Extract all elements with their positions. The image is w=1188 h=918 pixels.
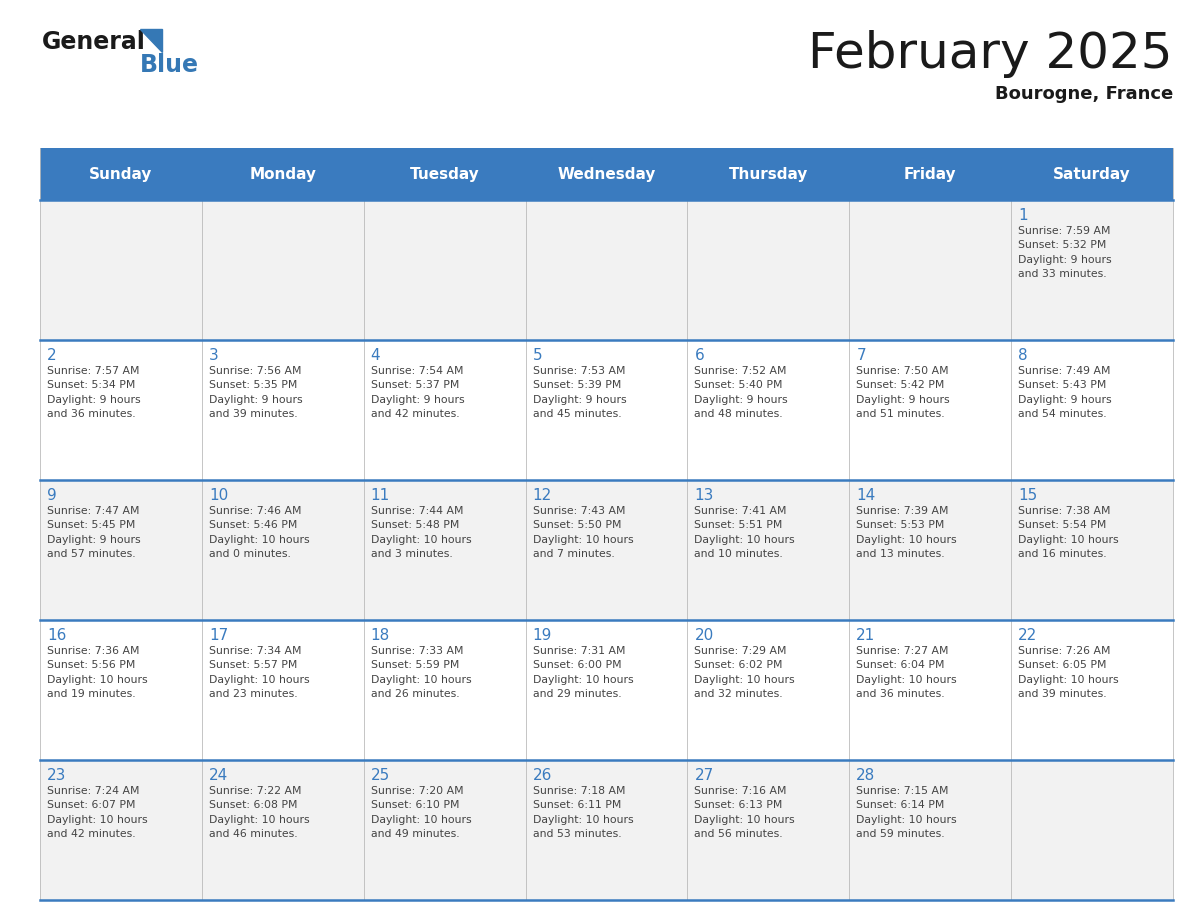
Text: Bourogne, France: Bourogne, France [994, 85, 1173, 103]
Text: Sunrise: 7:54 AM
Sunset: 5:37 PM
Daylight: 9 hours
and 42 minutes.: Sunrise: 7:54 AM Sunset: 5:37 PM Dayligh… [371, 366, 465, 420]
Bar [40, 148, 1173, 200]
Text: 2: 2 [48, 348, 57, 363]
Text: Sunrise: 7:34 AM
Sunset: 5:57 PM
Daylight: 10 hours
and 23 minutes.: Sunrise: 7:34 AM Sunset: 5:57 PM Dayligh… [209, 646, 310, 700]
Text: February 2025: February 2025 [809, 30, 1173, 78]
Text: Sunday: Sunday [89, 166, 152, 182]
Text: 15: 15 [1018, 488, 1037, 503]
Text: 20: 20 [695, 628, 714, 643]
Text: 13: 13 [695, 488, 714, 503]
Text: Sunrise: 7:43 AM
Sunset: 5:50 PM
Daylight: 10 hours
and 7 minutes.: Sunrise: 7:43 AM Sunset: 5:50 PM Dayligh… [532, 506, 633, 559]
Text: Sunrise: 7:27 AM
Sunset: 6:04 PM
Daylight: 10 hours
and 36 minutes.: Sunrise: 7:27 AM Sunset: 6:04 PM Dayligh… [857, 646, 956, 700]
Bar [40, 200, 1173, 340]
Text: 8: 8 [1018, 348, 1028, 363]
Text: Sunrise: 7:22 AM
Sunset: 6:08 PM
Daylight: 10 hours
and 46 minutes.: Sunrise: 7:22 AM Sunset: 6:08 PM Dayligh… [209, 786, 310, 839]
Text: 26: 26 [532, 768, 552, 783]
Text: 10: 10 [209, 488, 228, 503]
Text: Sunrise: 7:44 AM
Sunset: 5:48 PM
Daylight: 10 hours
and 3 minutes.: Sunrise: 7:44 AM Sunset: 5:48 PM Dayligh… [371, 506, 472, 559]
Text: Sunrise: 7:59 AM
Sunset: 5:32 PM
Daylight: 9 hours
and 33 minutes.: Sunrise: 7:59 AM Sunset: 5:32 PM Dayligh… [1018, 226, 1112, 279]
Text: 18: 18 [371, 628, 390, 643]
Text: Sunrise: 7:46 AM
Sunset: 5:46 PM
Daylight: 10 hours
and 0 minutes.: Sunrise: 7:46 AM Sunset: 5:46 PM Dayligh… [209, 506, 310, 559]
Text: 5: 5 [532, 348, 542, 363]
Text: Sunrise: 7:20 AM
Sunset: 6:10 PM
Daylight: 10 hours
and 49 minutes.: Sunrise: 7:20 AM Sunset: 6:10 PM Dayligh… [371, 786, 472, 839]
Text: 6: 6 [695, 348, 704, 363]
Text: Sunrise: 7:56 AM
Sunset: 5:35 PM
Daylight: 9 hours
and 39 minutes.: Sunrise: 7:56 AM Sunset: 5:35 PM Dayligh… [209, 366, 303, 420]
Text: Blue: Blue [140, 53, 200, 77]
Text: 12: 12 [532, 488, 551, 503]
Text: 1: 1 [1018, 208, 1028, 223]
Text: 9: 9 [48, 488, 57, 503]
Text: Saturday: Saturday [1054, 166, 1131, 182]
Text: 19: 19 [532, 628, 552, 643]
Text: Sunrise: 7:57 AM
Sunset: 5:34 PM
Daylight: 9 hours
and 36 minutes.: Sunrise: 7:57 AM Sunset: 5:34 PM Dayligh… [48, 366, 140, 420]
Polygon shape [140, 29, 162, 52]
Text: Friday: Friday [904, 166, 956, 182]
Text: 28: 28 [857, 768, 876, 783]
Text: Sunrise: 7:36 AM
Sunset: 5:56 PM
Daylight: 10 hours
and 19 minutes.: Sunrise: 7:36 AM Sunset: 5:56 PM Dayligh… [48, 646, 147, 700]
Text: 23: 23 [48, 768, 67, 783]
Bar [40, 760, 1173, 900]
Text: Tuesday: Tuesday [410, 166, 480, 182]
Text: 17: 17 [209, 628, 228, 643]
Text: Sunrise: 7:38 AM
Sunset: 5:54 PM
Daylight: 10 hours
and 16 minutes.: Sunrise: 7:38 AM Sunset: 5:54 PM Dayligh… [1018, 506, 1119, 559]
Text: Sunrise: 7:47 AM
Sunset: 5:45 PM
Daylight: 9 hours
and 57 minutes.: Sunrise: 7:47 AM Sunset: 5:45 PM Dayligh… [48, 506, 140, 559]
Text: General: General [42, 30, 146, 54]
Text: 24: 24 [209, 768, 228, 783]
Text: Sunrise: 7:18 AM
Sunset: 6:11 PM
Daylight: 10 hours
and 53 minutes.: Sunrise: 7:18 AM Sunset: 6:11 PM Dayligh… [532, 786, 633, 839]
Text: 7: 7 [857, 348, 866, 363]
Bar [40, 480, 1173, 620]
Text: Thursday: Thursday [728, 166, 808, 182]
Text: Sunrise: 7:33 AM
Sunset: 5:59 PM
Daylight: 10 hours
and 26 minutes.: Sunrise: 7:33 AM Sunset: 5:59 PM Dayligh… [371, 646, 472, 700]
Text: 21: 21 [857, 628, 876, 643]
Text: Sunrise: 7:26 AM
Sunset: 6:05 PM
Daylight: 10 hours
and 39 minutes.: Sunrise: 7:26 AM Sunset: 6:05 PM Dayligh… [1018, 646, 1119, 700]
Text: Sunrise: 7:49 AM
Sunset: 5:43 PM
Daylight: 9 hours
and 54 minutes.: Sunrise: 7:49 AM Sunset: 5:43 PM Dayligh… [1018, 366, 1112, 420]
Text: Wednesday: Wednesday [557, 166, 656, 182]
Text: Sunrise: 7:31 AM
Sunset: 6:00 PM
Daylight: 10 hours
and 29 minutes.: Sunrise: 7:31 AM Sunset: 6:00 PM Dayligh… [532, 646, 633, 700]
Text: Sunrise: 7:41 AM
Sunset: 5:51 PM
Daylight: 10 hours
and 10 minutes.: Sunrise: 7:41 AM Sunset: 5:51 PM Dayligh… [695, 506, 795, 559]
Text: Sunrise: 7:52 AM
Sunset: 5:40 PM
Daylight: 9 hours
and 48 minutes.: Sunrise: 7:52 AM Sunset: 5:40 PM Dayligh… [695, 366, 788, 420]
Text: Sunrise: 7:24 AM
Sunset: 6:07 PM
Daylight: 10 hours
and 42 minutes.: Sunrise: 7:24 AM Sunset: 6:07 PM Dayligh… [48, 786, 147, 839]
Text: Sunrise: 7:39 AM
Sunset: 5:53 PM
Daylight: 10 hours
and 13 minutes.: Sunrise: 7:39 AM Sunset: 5:53 PM Dayligh… [857, 506, 956, 559]
Bar [40, 340, 1173, 480]
Text: 16: 16 [48, 628, 67, 643]
Text: Sunrise: 7:16 AM
Sunset: 6:13 PM
Daylight: 10 hours
and 56 minutes.: Sunrise: 7:16 AM Sunset: 6:13 PM Dayligh… [695, 786, 795, 839]
Text: Monday: Monday [249, 166, 316, 182]
Text: Sunrise: 7:15 AM
Sunset: 6:14 PM
Daylight: 10 hours
and 59 minutes.: Sunrise: 7:15 AM Sunset: 6:14 PM Dayligh… [857, 786, 956, 839]
Bar [40, 620, 1173, 760]
Text: Sunrise: 7:50 AM
Sunset: 5:42 PM
Daylight: 9 hours
and 51 minutes.: Sunrise: 7:50 AM Sunset: 5:42 PM Dayligh… [857, 366, 950, 420]
Text: 22: 22 [1018, 628, 1037, 643]
Text: 25: 25 [371, 768, 390, 783]
Text: 27: 27 [695, 768, 714, 783]
Text: Sunrise: 7:53 AM
Sunset: 5:39 PM
Daylight: 9 hours
and 45 minutes.: Sunrise: 7:53 AM Sunset: 5:39 PM Dayligh… [532, 366, 626, 420]
Text: 3: 3 [209, 348, 219, 363]
Text: 14: 14 [857, 488, 876, 503]
Text: Sunrise: 7:29 AM
Sunset: 6:02 PM
Daylight: 10 hours
and 32 minutes.: Sunrise: 7:29 AM Sunset: 6:02 PM Dayligh… [695, 646, 795, 700]
Text: 4: 4 [371, 348, 380, 363]
Text: 11: 11 [371, 488, 390, 503]
